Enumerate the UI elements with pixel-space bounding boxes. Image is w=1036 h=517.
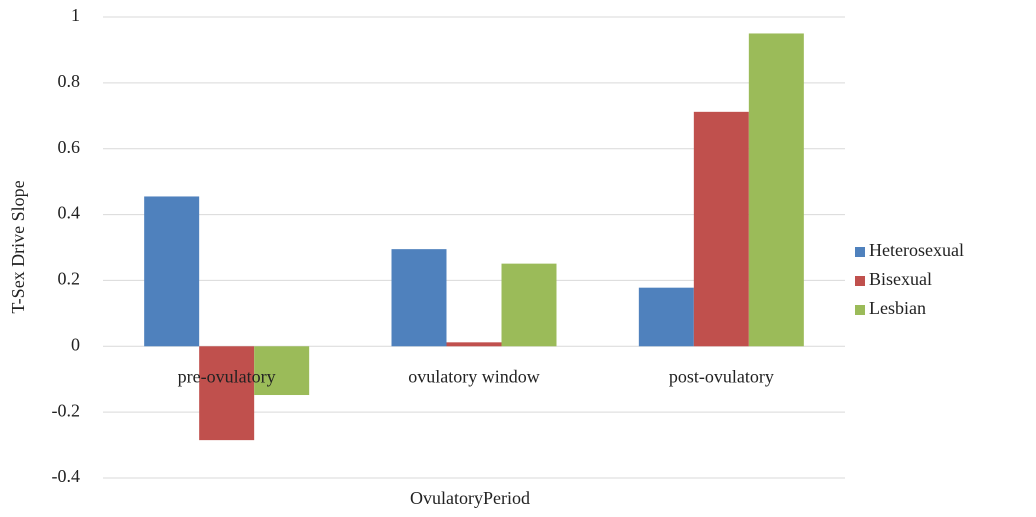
y-tick-label: 0.4 <box>58 203 81 223</box>
legend-label: Bisexual <box>869 269 932 289</box>
legend-label: Heterosexual <box>869 240 964 260</box>
y-tick-label: -0.4 <box>52 466 81 486</box>
y-tick-label: 0.2 <box>58 269 81 289</box>
x-tick-label: pre-ovulatory <box>178 366 276 386</box>
y-tick-label: 1 <box>71 5 80 25</box>
legend-swatch <box>855 305 865 315</box>
bar <box>748 33 804 347</box>
bar <box>391 249 447 347</box>
bar <box>446 342 502 347</box>
bar <box>501 263 557 347</box>
legend-swatch <box>855 276 865 286</box>
bar <box>199 346 255 441</box>
x-tick-label: ovulatory window <box>408 366 539 386</box>
bar <box>638 287 694 347</box>
y-tick-label: -0.2 <box>52 400 81 420</box>
bar <box>144 196 200 347</box>
y-tick-label: 0.8 <box>58 71 81 91</box>
x-axis-label: OvulatoryPeriod <box>410 488 530 508</box>
y-tick-label: 0.6 <box>58 137 81 157</box>
bar <box>693 111 749 347</box>
y-axis-label: T-Sex Drive Slope <box>8 180 28 313</box>
x-tick-label: post-ovulatory <box>669 366 774 386</box>
legend-swatch <box>855 247 865 257</box>
bar <box>254 346 310 396</box>
y-tick-label: 0 <box>71 334 80 354</box>
legend-label: Lesbian <box>869 298 926 318</box>
